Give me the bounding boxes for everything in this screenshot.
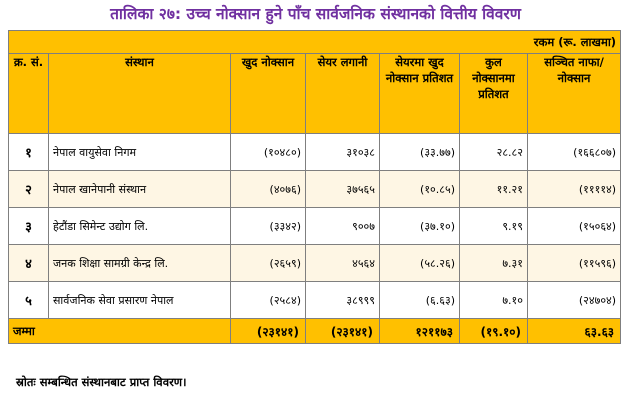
total-loss-pct-total: (१९.१०) bbox=[459, 318, 528, 344]
total-row: जम्मा (२३१४१) (२३१४१) १२११७३ (१९.१०) ६३.… bbox=[8, 318, 622, 344]
row-loss-pct-total: ११.२१ bbox=[459, 170, 528, 208]
row-name: नेपाल खानेपानी संस्थान bbox=[48, 170, 231, 208]
table-row: ४ जनक शिक्षा सामग्री केन्द्र लि. (२६५९) … bbox=[8, 244, 622, 282]
row-loss-pct-total: ९.१९ bbox=[459, 207, 528, 245]
row-sn: ३ bbox=[8, 207, 49, 245]
row-net-loss: (२५८४) bbox=[230, 281, 306, 319]
row-loss-pct-total: ७.३१ bbox=[459, 244, 528, 282]
row-loss-pct-share: (३३.७७) bbox=[379, 133, 460, 171]
row-sn: ४ bbox=[8, 244, 49, 282]
row-loss-pct-total: २८.८२ bbox=[459, 133, 528, 171]
total-label: जम्मा bbox=[8, 318, 231, 344]
header-sn: क्र. सं. bbox=[8, 53, 49, 134]
row-share-capital: ३७५६५ bbox=[305, 170, 380, 208]
row-net-loss: (४०७६) bbox=[230, 170, 306, 208]
row-name: नेपाल वायुसेवा निगम bbox=[48, 133, 231, 171]
header-accum: सञ्चित नाफा/ नोक्सान bbox=[526, 53, 622, 134]
row-share-capital: ३१०३८ bbox=[305, 133, 380, 171]
row-loss-pct-total: ७.१० bbox=[459, 281, 528, 319]
table-title: तालिका २७: उच्च नोक्सान हुने पाँच सार्वज… bbox=[110, 5, 521, 23]
header-share-capital: सेयर लगानी bbox=[305, 53, 380, 134]
row-loss-pct-share: (१०.८५) bbox=[379, 170, 460, 208]
row-loss-pct-share: (५८.२६) bbox=[379, 244, 460, 282]
row-share-capital: ३८९९९ bbox=[305, 281, 380, 319]
row-accum: (११११४) bbox=[526, 170, 622, 208]
table-row: १ नेपाल वायुसेवा निगम (१०४८०) ३१०३८ (३३.… bbox=[8, 133, 622, 171]
header-net-loss: खुद नोक्सान bbox=[230, 53, 306, 134]
row-net-loss: (२६५९) bbox=[230, 244, 306, 282]
header-loss-pct-share: सेयरमा खुद नोक्सान प्रतिशत bbox=[379, 53, 460, 134]
row-loss-pct-share: (६.६३) bbox=[379, 281, 460, 319]
row-accum: (११५९६) bbox=[526, 244, 622, 282]
row-accum: (२४७०४) bbox=[526, 281, 622, 319]
row-name: सार्वजनिक सेवा प्रसारण नेपाल bbox=[48, 281, 231, 319]
total-net-loss: (२३१४१) bbox=[230, 318, 306, 344]
row-accum: (१५०६४) bbox=[526, 207, 622, 245]
header-loss-pct-total: कुल नोक्सानमा प्रतिशत bbox=[459, 53, 528, 134]
row-share-capital: ९००७ bbox=[305, 207, 380, 245]
row-name: हेटौंडा सिमेन्ट उद्योग लि. bbox=[48, 207, 231, 245]
row-sn: १ bbox=[8, 133, 49, 171]
total-share-capital: (२३१४१) bbox=[305, 318, 380, 344]
table-row: २ नेपाल खानेपानी संस्थान (४०७६) ३७५६५ (१… bbox=[8, 170, 622, 208]
unit-row: रकम (रू. लाखमा) bbox=[7, 30, 622, 54]
row-sn: ५ bbox=[8, 281, 49, 319]
table-row: ५ सार्वजनिक सेवा प्रसारण नेपाल (२५८४) ३८… bbox=[8, 281, 622, 319]
total-accum: ६३.६३ bbox=[526, 318, 622, 344]
unit-label: रकम (रू. लाखमा) bbox=[7, 30, 622, 54]
header-name: संस्थान bbox=[48, 53, 231, 134]
source-note: स्रोतः सम्बन्धित संस्थानबाट प्राप्त विवर… bbox=[16, 375, 187, 389]
row-accum: (१६६८०७) bbox=[526, 133, 622, 171]
row-sn: २ bbox=[8, 170, 49, 208]
header-row: क्र. सं. संस्थान खुद नोक्सान सेयर लगानी … bbox=[8, 53, 622, 134]
row-net-loss: (३३४२) bbox=[230, 207, 306, 245]
table-row: ३ हेटौंडा सिमेन्ट उद्योग लि. (३३४२) ९००७… bbox=[8, 207, 622, 245]
row-name: जनक शिक्षा सामग्री केन्द्र लि. bbox=[48, 244, 231, 282]
row-share-capital: ४५६४ bbox=[305, 244, 380, 282]
total-loss-pct-share: १२११७३ bbox=[379, 318, 460, 344]
row-loss-pct-share: (३७.१०) bbox=[379, 207, 460, 245]
financial-table: रकम (रू. लाखमा) क्र. सं. संस्थान खुद नोक… bbox=[7, 30, 622, 344]
row-net-loss: (१०४८०) bbox=[230, 133, 306, 171]
